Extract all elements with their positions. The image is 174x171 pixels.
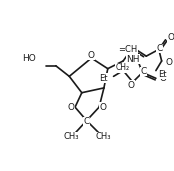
Text: O: O: [88, 51, 95, 60]
Text: NH: NH: [126, 55, 140, 64]
Text: C: C: [140, 67, 147, 76]
Text: C: C: [84, 117, 90, 126]
Text: O: O: [68, 103, 75, 112]
Text: O: O: [160, 74, 167, 83]
Text: O: O: [165, 58, 172, 67]
Text: CH₂: CH₂: [115, 63, 129, 72]
Text: HO: HO: [22, 54, 36, 63]
Text: O: O: [167, 33, 174, 42]
Text: =CH: =CH: [118, 45, 138, 54]
Text: Et: Et: [158, 70, 166, 79]
Text: Et: Et: [99, 74, 108, 83]
Text: CH₃: CH₃: [95, 133, 111, 141]
Text: C: C: [157, 44, 163, 53]
Text: CH₃: CH₃: [64, 133, 79, 141]
Text: O: O: [100, 103, 106, 112]
Text: O: O: [127, 81, 134, 90]
